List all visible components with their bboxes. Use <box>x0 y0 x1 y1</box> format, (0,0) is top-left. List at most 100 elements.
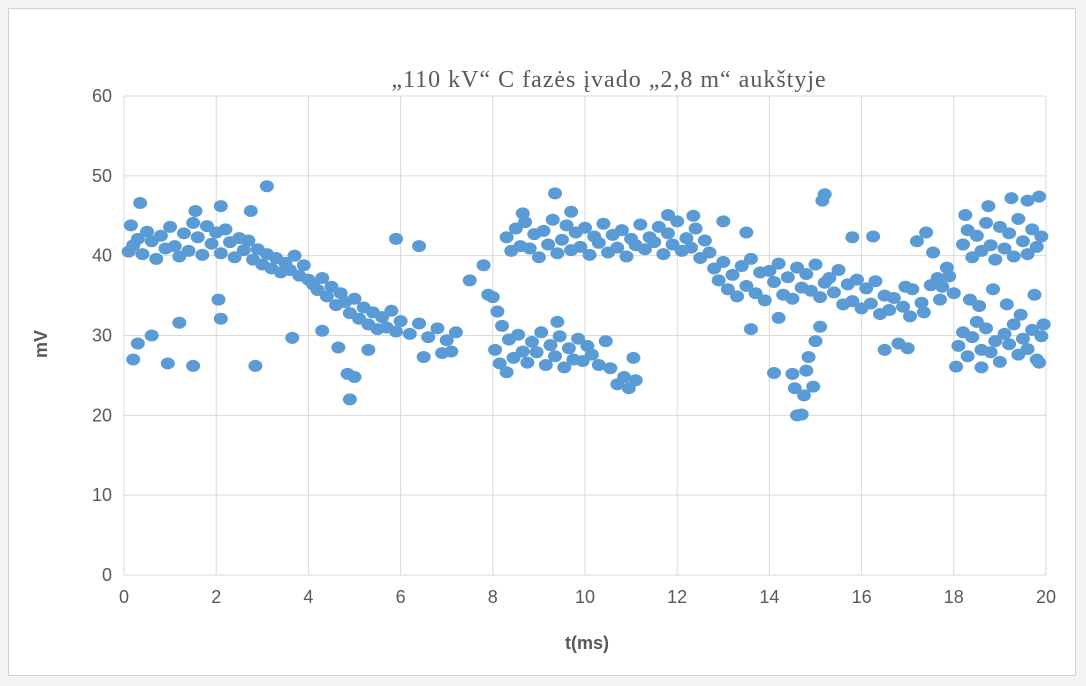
data-point <box>123 219 138 232</box>
data-point <box>603 362 618 375</box>
data-point <box>213 247 228 260</box>
data-point <box>660 227 675 240</box>
data-point <box>988 253 1003 266</box>
data-point <box>1034 330 1049 343</box>
data-point <box>536 224 551 237</box>
chart-area: „110 kV“ C fazės įvado „2,8 m“ aukštyje … <box>8 8 1076 676</box>
data-point <box>1036 318 1051 331</box>
data-point <box>243 204 258 217</box>
data-point <box>1032 356 1047 369</box>
data-point <box>628 374 643 387</box>
y-tick-label: 0 <box>102 565 112 585</box>
data-point <box>1015 235 1030 248</box>
data-point <box>204 237 219 250</box>
data-point <box>488 343 503 356</box>
x-tick-label: 14 <box>759 587 779 607</box>
data-point <box>813 291 828 304</box>
data-point <box>430 322 445 335</box>
data-point <box>914 296 929 309</box>
data-point <box>347 371 362 384</box>
data-point <box>688 222 703 235</box>
data-point <box>794 408 809 421</box>
y-tick-label: 50 <box>92 166 112 186</box>
data-point <box>1013 308 1028 321</box>
data-point <box>826 286 841 299</box>
data-point <box>499 366 514 379</box>
data-point <box>416 351 431 364</box>
data-point <box>1025 223 1040 236</box>
data-point <box>140 225 155 238</box>
y-tick-label: 30 <box>92 326 112 346</box>
x-tick-label: 6 <box>396 587 406 607</box>
data-point <box>188 204 203 217</box>
data-point <box>582 248 597 261</box>
data-point <box>822 272 837 285</box>
data-point <box>1002 227 1017 240</box>
data-point <box>211 293 226 306</box>
data-point <box>767 276 782 289</box>
data-point <box>831 264 846 277</box>
data-point <box>1020 343 1035 356</box>
data-point <box>619 250 634 263</box>
data-point <box>614 224 629 237</box>
data-point <box>660 208 675 221</box>
data-point <box>448 326 463 339</box>
data-point <box>951 339 966 352</box>
data-point <box>554 233 569 246</box>
data-point <box>444 345 459 358</box>
data-point <box>176 227 191 240</box>
data-point <box>548 187 563 200</box>
data-point <box>965 331 980 344</box>
data-point <box>983 346 998 359</box>
x-tick-label: 18 <box>944 587 964 607</box>
data-point <box>388 325 403 338</box>
data-point <box>285 331 300 344</box>
data-point <box>578 221 592 234</box>
data-point <box>817 188 832 201</box>
data-point <box>236 244 251 257</box>
data-point <box>1029 240 1044 253</box>
data-point <box>935 280 950 293</box>
data-point <box>909 235 924 248</box>
data-point <box>877 343 892 356</box>
data-point <box>868 275 883 288</box>
data-point <box>522 242 537 255</box>
data-point <box>771 257 786 270</box>
data-point <box>315 272 330 285</box>
data-point <box>679 232 694 245</box>
data-point <box>1027 288 1042 301</box>
data-point <box>985 283 1000 296</box>
data-point <box>126 353 141 366</box>
y-tick-label: 60 <box>92 86 112 106</box>
data-point <box>647 236 662 249</box>
data-point <box>898 280 913 293</box>
data-point <box>160 357 175 370</box>
x-axis-title: t(ms) <box>565 633 609 653</box>
y-tick-label: 10 <box>92 485 112 505</box>
data-point <box>550 315 565 328</box>
data-point <box>573 240 588 253</box>
data-point <box>896 300 911 313</box>
data-point <box>808 335 823 348</box>
y-tick-label: 20 <box>92 405 112 425</box>
data-point <box>531 251 546 264</box>
x-tick-label: 2 <box>211 587 221 607</box>
data-point <box>762 264 777 277</box>
data-point <box>388 232 403 245</box>
data-points <box>121 180 1051 422</box>
data-point <box>1015 332 1030 345</box>
data-point <box>900 342 915 355</box>
data-point <box>227 251 242 264</box>
data-point <box>771 311 786 324</box>
scatter-chart: „110 kV“ C fazės įvado „2,8 m“ aukštyje … <box>31 67 1056 653</box>
data-point <box>974 361 989 374</box>
data-point <box>545 213 560 226</box>
data-point <box>485 291 500 304</box>
data-point <box>462 274 477 287</box>
data-point <box>882 303 897 316</box>
data-point <box>492 357 507 370</box>
chart-title: „110 kV“ C fazės įvado „2,8 m“ aukštyje <box>391 67 826 93</box>
data-point <box>564 205 579 218</box>
data-point <box>520 356 535 369</box>
data-point <box>785 367 800 380</box>
